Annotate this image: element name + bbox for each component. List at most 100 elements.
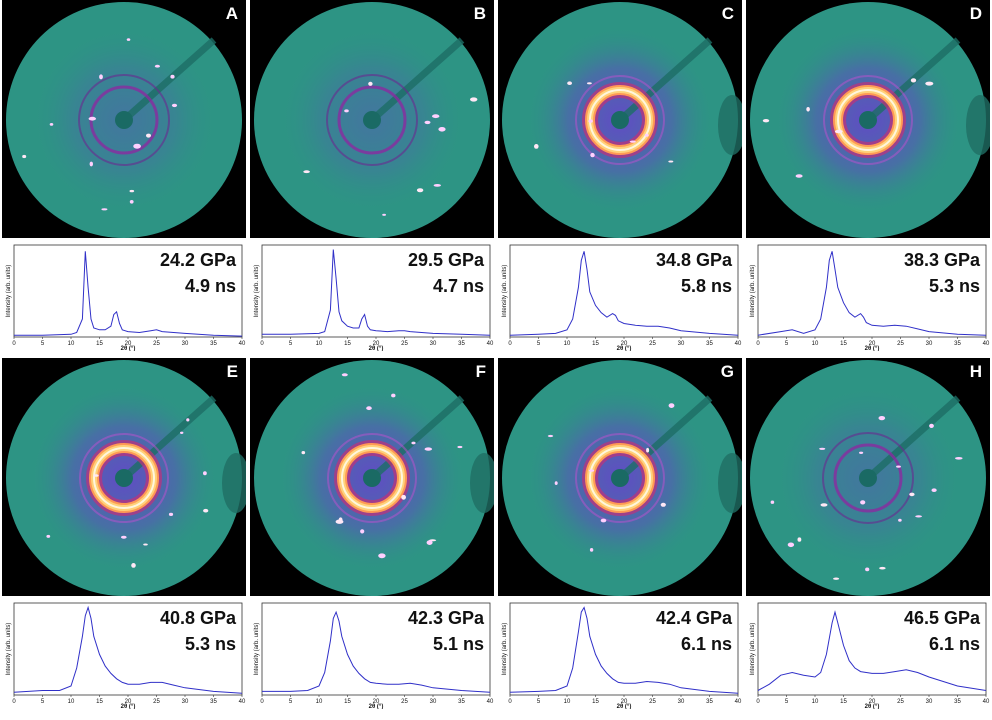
x-tick-label: 35 xyxy=(210,699,217,705)
bragg-spot xyxy=(554,481,558,485)
panel-letter: B xyxy=(473,4,486,23)
bragg-spot xyxy=(567,81,572,85)
y-axis-label: Intensity (arb. units) xyxy=(254,265,260,318)
x-tick-label: 20 xyxy=(869,341,876,347)
bragg-spot xyxy=(600,518,607,523)
panel-letter: G xyxy=(720,362,734,381)
condition-label: 34.8 GPa 5.8 ns xyxy=(656,247,732,299)
bragg-spot xyxy=(143,543,148,546)
pressure-label: 24.2 GPa xyxy=(159,250,236,270)
x-tick-label: 30 xyxy=(430,699,437,705)
x-tick-label: 10 xyxy=(68,341,75,347)
bragg-spot xyxy=(660,502,666,507)
xrd-series-line xyxy=(13,605,243,694)
pressure-label: 42.4 GPa xyxy=(655,608,732,628)
condition-label: 42.3 GPa 5.1 ns xyxy=(408,605,484,657)
bragg-spot xyxy=(898,518,902,522)
x-tick-label: 20 xyxy=(869,699,876,705)
bragg-spot xyxy=(795,174,803,178)
bragg-spot xyxy=(668,403,675,408)
bragg-spot xyxy=(129,189,135,193)
bragg-spot xyxy=(126,38,131,41)
bragg-spot xyxy=(93,474,99,477)
x-tick-label: 25 xyxy=(897,341,904,347)
detector-image-h: H xyxy=(746,358,990,596)
x-axis-label: 2θ (°) xyxy=(369,704,384,709)
bragg-spot xyxy=(859,451,864,454)
bragg-spot xyxy=(797,537,802,542)
x-tick-label: 5 xyxy=(537,699,541,705)
detector-image-e: E xyxy=(2,358,246,596)
y-axis-label: Intensity (arb. units) xyxy=(750,623,756,676)
xrd-plot-svg: Intensity (arb. units) 0 5 10 15 20 25 30 35 40 2θ… xyxy=(6,244,246,351)
x-tick-label: 25 xyxy=(897,699,904,705)
x-tick-label: 10 xyxy=(316,341,323,347)
x-tick-label: 0 xyxy=(260,699,264,705)
x-tick-label: 35 xyxy=(458,341,465,347)
x-axis-label: 2θ (°) xyxy=(865,704,880,709)
bragg-spot xyxy=(931,488,937,492)
bragg-spot xyxy=(879,566,886,570)
bragg-spot xyxy=(470,97,478,102)
diffraction-pattern-h xyxy=(750,360,986,596)
bragg-spot xyxy=(915,515,922,518)
bragg-spot xyxy=(668,160,674,163)
xrd-series-line xyxy=(757,610,987,691)
bragg-spot xyxy=(896,465,901,468)
x-tick-label: 10 xyxy=(564,699,571,705)
condition-label: 38.3 GPa 5.3 ns xyxy=(904,247,980,299)
time-label: 5.3 ns xyxy=(928,276,980,296)
xrd-series-line xyxy=(262,610,491,693)
xrd-plot-h: Intensity (arb. units) 0 5 10 15 20 25 30 35 40 2θ… xyxy=(746,599,990,709)
time-label: 5.1 ns xyxy=(432,634,484,654)
x-tick-label: 25 xyxy=(649,699,656,705)
pressure-label: 40.8 GPa xyxy=(159,608,236,628)
bragg-spot xyxy=(335,519,344,524)
x-tick-label: 30 xyxy=(182,341,189,347)
x-tick-label: 15 xyxy=(840,699,847,705)
x-tick-label: 15 xyxy=(840,341,847,347)
bragg-spot xyxy=(46,534,51,538)
bragg-spot xyxy=(129,200,134,204)
pressure-label: 46.5 GPa xyxy=(903,608,980,628)
x-tick-label: 20 xyxy=(621,341,628,347)
bragg-spot xyxy=(865,567,870,572)
bragg-spot xyxy=(909,492,915,497)
x-tick-label: 15 xyxy=(344,341,351,347)
x-tick-label: 30 xyxy=(678,699,685,705)
bragg-spot xyxy=(146,133,151,138)
x-tick-label: 5 xyxy=(289,341,293,347)
detector-image-g: G xyxy=(498,358,742,596)
xrd-plot-svg: Intensity (arb. units) 0 5 10 15 20 25 30 35 40 2θ… xyxy=(750,602,990,709)
x-tick-label: 5 xyxy=(41,341,45,347)
bragg-spot xyxy=(424,447,432,451)
y-axis-label: Intensity (arb. units) xyxy=(502,623,508,676)
bragg-spot xyxy=(303,170,310,174)
pressure-label: 29.5 GPa xyxy=(407,250,484,270)
x-tick-label: 30 xyxy=(926,699,933,705)
xrd-plot-f: Intensity (arb. units) 0 5 10 15 20 25 30 35 40 2θ… xyxy=(250,599,494,709)
x-axis-label: 2θ (°) xyxy=(369,346,384,351)
bragg-spot xyxy=(644,133,649,137)
x-tick-label: 25 xyxy=(153,699,160,705)
x-tick-label: 25 xyxy=(153,341,160,347)
xrd-plot-g: Intensity (arb. units) 0 5 10 15 20 25 30 35 40 2θ… xyxy=(498,599,742,709)
bragg-spot xyxy=(368,81,373,86)
x-tick-label: 0 xyxy=(756,699,760,705)
bragg-spot xyxy=(133,143,141,149)
x-tick-label: 20 xyxy=(373,699,380,705)
bragg-spot xyxy=(588,469,595,472)
xrd-plot-b: Intensity (arb. units) 0 5 10 15 20 25 30 35 40 2θ… xyxy=(250,241,494,351)
x-tick-label: 10 xyxy=(316,699,323,705)
bragg-spot xyxy=(88,116,97,121)
x-tick-label: 35 xyxy=(706,699,713,705)
bragg-spot xyxy=(457,445,463,449)
bragg-spot xyxy=(49,123,54,126)
pressure-label: 42.3 GPa xyxy=(407,608,484,628)
xrd-series-line xyxy=(509,251,739,336)
bragg-spot xyxy=(590,152,595,158)
x-tick-label: 0 xyxy=(12,699,16,705)
x-tick-label: 40 xyxy=(735,341,742,347)
diffraction-pattern-d xyxy=(750,2,990,238)
bragg-spot xyxy=(787,542,795,548)
